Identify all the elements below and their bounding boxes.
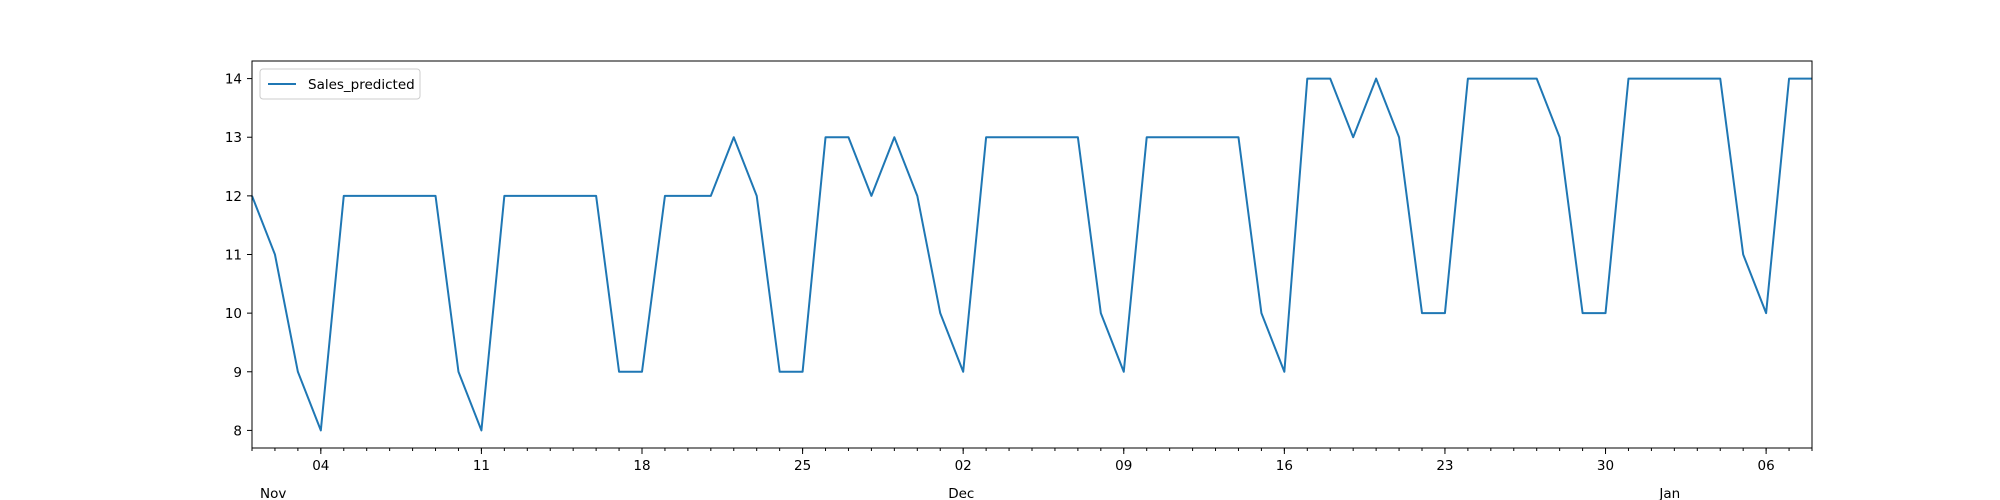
x-tick-label: 25 — [794, 458, 811, 474]
y-axis: 8 9 10 11 12 13 14 — [225, 72, 252, 439]
x-axis: 04 11 18 25 02 09 16 23 30 06 Nov Dec Jan — [251, 448, 1813, 500]
y-tick-label: 9 — [233, 365, 242, 381]
y-tick-label: 14 — [225, 72, 242, 88]
x-tick-label: 23 — [1436, 458, 1453, 474]
x-tick-label: 09 — [1115, 458, 1132, 474]
x-tick-label: 06 — [1758, 458, 1775, 474]
axes-background — [252, 61, 1812, 448]
x-tick-label: 02 — [955, 458, 972, 474]
series-layer — [251, 77, 1812, 432]
y-tick-label: 10 — [225, 306, 242, 322]
x-tick-label: 16 — [1276, 458, 1293, 474]
x-month-label: Dec — [948, 486, 974, 500]
x-month-label: Nov — [260, 486, 286, 500]
plot-area — [251, 60, 1813, 449]
x-month-label: Jan — [1658, 486, 1680, 500]
legend-box — [259, 68, 421, 100]
y-tick-label: 11 — [225, 248, 242, 264]
legend-label: Sales_predicted — [308, 77, 415, 93]
y-tick-label: 12 — [225, 189, 242, 205]
legend: Sales_predicted — [259, 68, 421, 100]
x-tick-label: 30 — [1597, 458, 1614, 474]
x-tick-label: 11 — [473, 458, 490, 474]
y-tick-label: 13 — [225, 130, 242, 146]
series-line-0 — [251, 77, 1812, 432]
x-tick-label: 04 — [312, 458, 329, 474]
y-tick-label: 8 — [233, 423, 242, 439]
x-tick-label: 18 — [633, 458, 650, 474]
